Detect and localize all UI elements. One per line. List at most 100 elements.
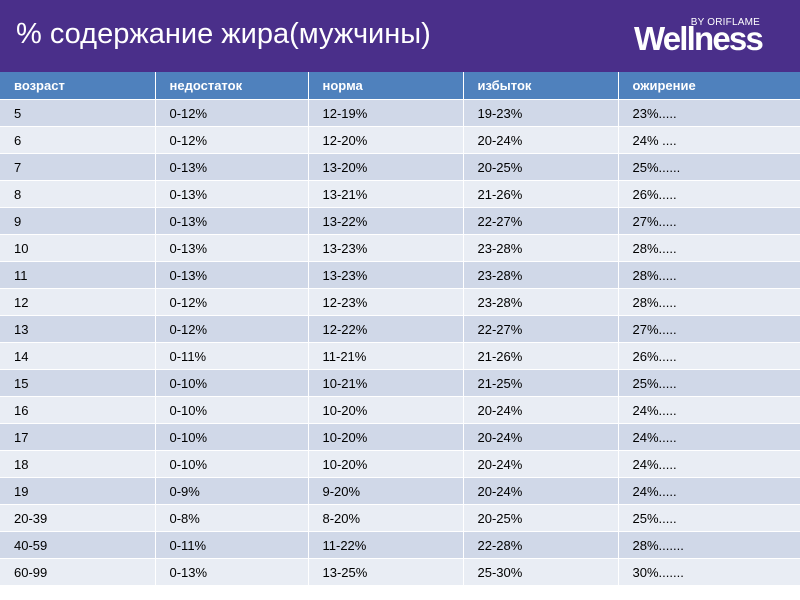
column-header-obesity: ожирение	[618, 72, 800, 100]
table-row: 8 0-13% 13-21% 21-26% 26%.....	[0, 180, 800, 208]
cell-age: 60-99	[0, 558, 156, 586]
cell-excess: 20-24%	[463, 477, 619, 505]
cell-excess: 20-25%	[463, 504, 619, 532]
cell-obesity: 24%.....	[618, 396, 800, 424]
column-header-norm: норма	[308, 72, 464, 100]
cell-excess: 20-24%	[463, 126, 619, 154]
cell-excess: 22-28%	[463, 531, 619, 559]
cell-deficit: 0-13%	[155, 207, 309, 235]
body-fat-table: возраст недостаток норма избыток ожирени…	[0, 72, 800, 586]
cell-excess: 20-24%	[463, 396, 619, 424]
cell-norm: 10-21%	[308, 369, 464, 397]
cell-obesity: 24%.....	[618, 423, 800, 451]
cell-deficit: 0-13%	[155, 153, 309, 181]
cell-excess: 20-25%	[463, 153, 619, 181]
table-row: 17 0-10% 10-20% 20-24% 24%.....	[0, 423, 800, 451]
cell-norm: 11-21%	[308, 342, 464, 370]
cell-age: 15	[0, 369, 156, 397]
table-header-row: возраст недостаток норма избыток ожирени…	[0, 72, 800, 100]
table-row: 9 0-13% 13-22% 22-27% 27%.....	[0, 207, 800, 235]
cell-excess: 22-27%	[463, 315, 619, 343]
cell-norm: 13-25%	[308, 558, 464, 586]
cell-norm: 12-19%	[308, 99, 464, 127]
cell-norm: 13-21%	[308, 180, 464, 208]
cell-norm: 10-20%	[308, 423, 464, 451]
cell-deficit: 0-12%	[155, 99, 309, 127]
table-row: 19 0-9% 9-20% 20-24% 24%.....	[0, 477, 800, 505]
cell-age: 19	[0, 477, 156, 505]
cell-excess: 21-26%	[463, 180, 619, 208]
wellness-logo: BY ORIFLAME Wellness	[622, 10, 764, 58]
cell-excess: 23-28%	[463, 261, 619, 289]
body-fat-table-container: возраст недостаток норма избыток ожирени…	[0, 72, 800, 586]
table-row: 15 0-10% 10-21% 21-25% 25%.....	[0, 369, 800, 397]
table-row: 16 0-10% 10-20% 20-24% 24%.....	[0, 396, 800, 424]
cell-norm: 13-22%	[308, 207, 464, 235]
cell-norm: 11-22%	[308, 531, 464, 559]
cell-deficit: 0-12%	[155, 126, 309, 154]
cell-deficit: 0-13%	[155, 558, 309, 586]
cell-obesity: 24% ....	[618, 126, 800, 154]
cell-deficit: 0-10%	[155, 396, 309, 424]
table-row: 40-59 0-11% 11-22% 22-28% 28%.......	[0, 531, 800, 559]
cell-deficit: 0-10%	[155, 450, 309, 478]
cell-age: 6	[0, 126, 156, 154]
cell-age: 7	[0, 153, 156, 181]
cell-obesity: 28%.......	[618, 531, 800, 559]
cell-age: 16	[0, 396, 156, 424]
cell-deficit: 0-10%	[155, 369, 309, 397]
cell-obesity: 30%.......	[618, 558, 800, 586]
cell-norm: 10-20%	[308, 396, 464, 424]
cell-excess: 21-26%	[463, 342, 619, 370]
cell-obesity: 28%.....	[618, 261, 800, 289]
table-row: 5 0-12% 12-19% 19-23% 23%.....	[0, 99, 800, 127]
table-row: 20-39 0-8% 8-20% 20-25% 25%.....	[0, 504, 800, 532]
table-row: 60-99 0-13% 13-25% 25-30% 30%.......	[0, 558, 800, 586]
cell-obesity: 26%.....	[618, 342, 800, 370]
cell-age: 40-59	[0, 531, 156, 559]
cell-norm: 12-20%	[308, 126, 464, 154]
cell-deficit: 0-11%	[155, 531, 309, 559]
cell-deficit: 0-11%	[155, 342, 309, 370]
cell-excess: 25-30%	[463, 558, 619, 586]
cell-obesity: 25%......	[618, 153, 800, 181]
cell-obesity: 28%.....	[618, 288, 800, 316]
cell-obesity: 24%.....	[618, 450, 800, 478]
cell-excess: 21-25%	[463, 369, 619, 397]
cell-age: 10	[0, 234, 156, 262]
cell-age: 9	[0, 207, 156, 235]
table-row: 10 0-13% 13-23% 23-28% 28%.....	[0, 234, 800, 262]
cell-age: 17	[0, 423, 156, 451]
cell-excess: 19-23%	[463, 99, 619, 127]
cell-age: 11	[0, 261, 156, 289]
column-header-age: возраст	[0, 72, 156, 100]
cell-deficit: 0-13%	[155, 261, 309, 289]
table-row: 13 0-12% 12-22% 22-27% 27%.....	[0, 315, 800, 343]
table-row: 11 0-13% 13-23% 23-28% 28%.....	[0, 261, 800, 289]
cell-age: 14	[0, 342, 156, 370]
cell-excess: 23-28%	[463, 234, 619, 262]
table-row: 18 0-10% 10-20% 20-24% 24%.....	[0, 450, 800, 478]
cell-deficit: 0-9%	[155, 477, 309, 505]
logo-tagline: BY ORIFLAME	[690, 17, 760, 28]
table-row: 7 0-13% 13-20% 20-25% 25%......	[0, 153, 800, 181]
column-header-deficit: недостаток	[155, 72, 309, 100]
cell-age: 5	[0, 99, 156, 127]
cell-age: 12	[0, 288, 156, 316]
logo-wordmark: Wellness	[633, 20, 764, 57]
cell-norm: 9-20%	[308, 477, 464, 505]
slide-header: % содержание жира(мужчины) BY ORIFLAME W…	[0, 0, 800, 72]
cell-norm: 13-20%	[308, 153, 464, 181]
cell-excess: 22-27%	[463, 207, 619, 235]
cell-age: 18	[0, 450, 156, 478]
table-row: 12 0-12% 12-23% 23-28% 28%.....	[0, 288, 800, 316]
cell-norm: 10-20%	[308, 450, 464, 478]
cell-obesity: 23%.....	[618, 99, 800, 127]
cell-excess: 20-24%	[463, 423, 619, 451]
cell-deficit: 0-8%	[155, 504, 309, 532]
cell-age: 20-39	[0, 504, 156, 532]
table-row: 14 0-11% 11-21% 21-26% 26%.....	[0, 342, 800, 370]
column-header-excess: избыток	[463, 72, 619, 100]
table-body: 5 0-12% 12-19% 19-23% 23%..... 6 0-12% 12-20% 20…	[0, 99, 800, 586]
cell-age: 8	[0, 180, 156, 208]
